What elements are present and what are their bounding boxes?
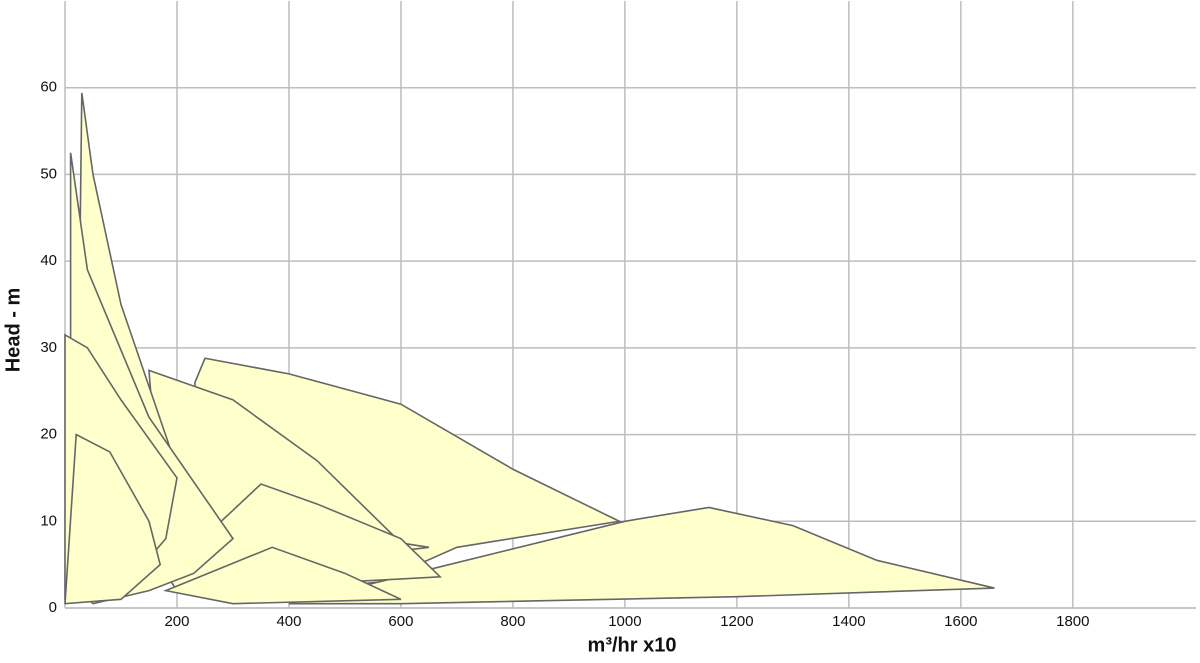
- x-tick-label: 400: [276, 613, 301, 630]
- x-tick-label: 800: [500, 613, 525, 630]
- y-tick-label: 10: [40, 512, 57, 529]
- x-tick-label: 600: [388, 613, 413, 630]
- x-axis-label: m³/hr x10: [588, 634, 677, 656]
- x-tick-label: 200: [164, 613, 189, 630]
- x-tick-label: 1000: [608, 613, 641, 630]
- y-tick-label: 50: [40, 165, 57, 182]
- y-tick-label: 60: [40, 79, 57, 96]
- y-axis-label: Head - m: [2, 288, 24, 372]
- x-tick-label: 1200: [720, 613, 753, 630]
- x-tick-label: 1800: [1056, 613, 1089, 630]
- y-tick-label: 0: [49, 599, 57, 616]
- y-tick-label: 40: [40, 252, 57, 269]
- envelope: [162, 546, 402, 605]
- envelope: [64, 433, 162, 605]
- x-tick-label: 1600: [944, 613, 977, 630]
- x-tick-label: 1400: [832, 613, 865, 630]
- y-tick-label: 20: [40, 426, 57, 443]
- envelope: [288, 506, 995, 605]
- y-tick-label: 30: [40, 339, 57, 356]
